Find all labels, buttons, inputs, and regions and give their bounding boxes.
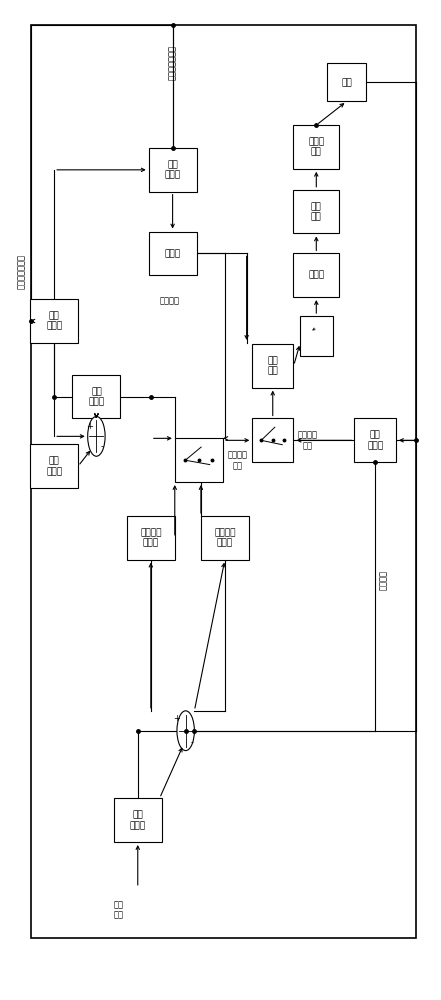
Text: -: - <box>191 738 194 747</box>
Text: +: + <box>86 422 93 431</box>
Bar <box>252 418 293 462</box>
Text: 解缆信号: 解缆信号 <box>160 297 179 306</box>
Text: 风速
风向仪: 风速 风向仪 <box>130 811 146 830</box>
Bar <box>300 316 333 356</box>
Bar <box>293 253 339 297</box>
Text: 解缆
控制器: 解缆 控制器 <box>88 387 105 406</box>
Bar <box>127 516 175 560</box>
Text: 风轮轴位置信号: 风轮轴位置信号 <box>168 45 177 80</box>
Text: 精确对风
控制器: 精确对风 控制器 <box>214 528 235 547</box>
Text: 比较器: 比较器 <box>164 249 181 258</box>
Circle shape <box>177 711 194 751</box>
Text: 比例阀: 比例阀 <box>308 271 325 280</box>
Text: 机舱: 机舱 <box>341 78 352 87</box>
Text: 旋转
编码器: 旋转 编码器 <box>46 311 62 331</box>
Bar <box>327 63 366 101</box>
Text: 风轮轴位置信号: 风轮轴位置信号 <box>17 254 26 289</box>
Text: 解缆切换
开关: 解缆切换 开关 <box>298 431 318 450</box>
Bar <box>114 798 162 842</box>
Bar <box>31 25 416 938</box>
Text: 解缆
给定值: 解缆 给定值 <box>46 456 62 476</box>
Bar <box>175 438 223 482</box>
Text: +: + <box>173 714 180 723</box>
Bar <box>201 516 249 560</box>
Text: 风向
信号: 风向 信号 <box>113 900 123 919</box>
Text: 内啮合
齿圈: 内啮合 齿圈 <box>308 137 325 157</box>
Text: 阻尼
环节: 阻尼 环节 <box>267 356 278 375</box>
Circle shape <box>88 416 105 456</box>
Text: 偏差信号: 偏差信号 <box>379 570 388 590</box>
Bar <box>293 190 339 233</box>
Text: 快速对风
控制器: 快速对风 控制器 <box>140 528 161 547</box>
Bar <box>30 444 78 488</box>
Text: 对风切换
开关: 对风切换 开关 <box>228 451 247 470</box>
Bar <box>252 344 293 388</box>
Bar <box>30 299 78 343</box>
Text: 压力
传感器: 压力 传感器 <box>367 431 383 450</box>
Bar <box>149 148 197 192</box>
Bar <box>149 232 197 275</box>
Text: 液压
马达: 液压 马达 <box>311 202 321 221</box>
Text: -: - <box>101 442 104 451</box>
Bar <box>72 375 120 418</box>
Text: 偏航
计数器: 偏航 计数器 <box>164 160 181 180</box>
Bar <box>293 125 339 169</box>
Bar <box>355 418 396 462</box>
